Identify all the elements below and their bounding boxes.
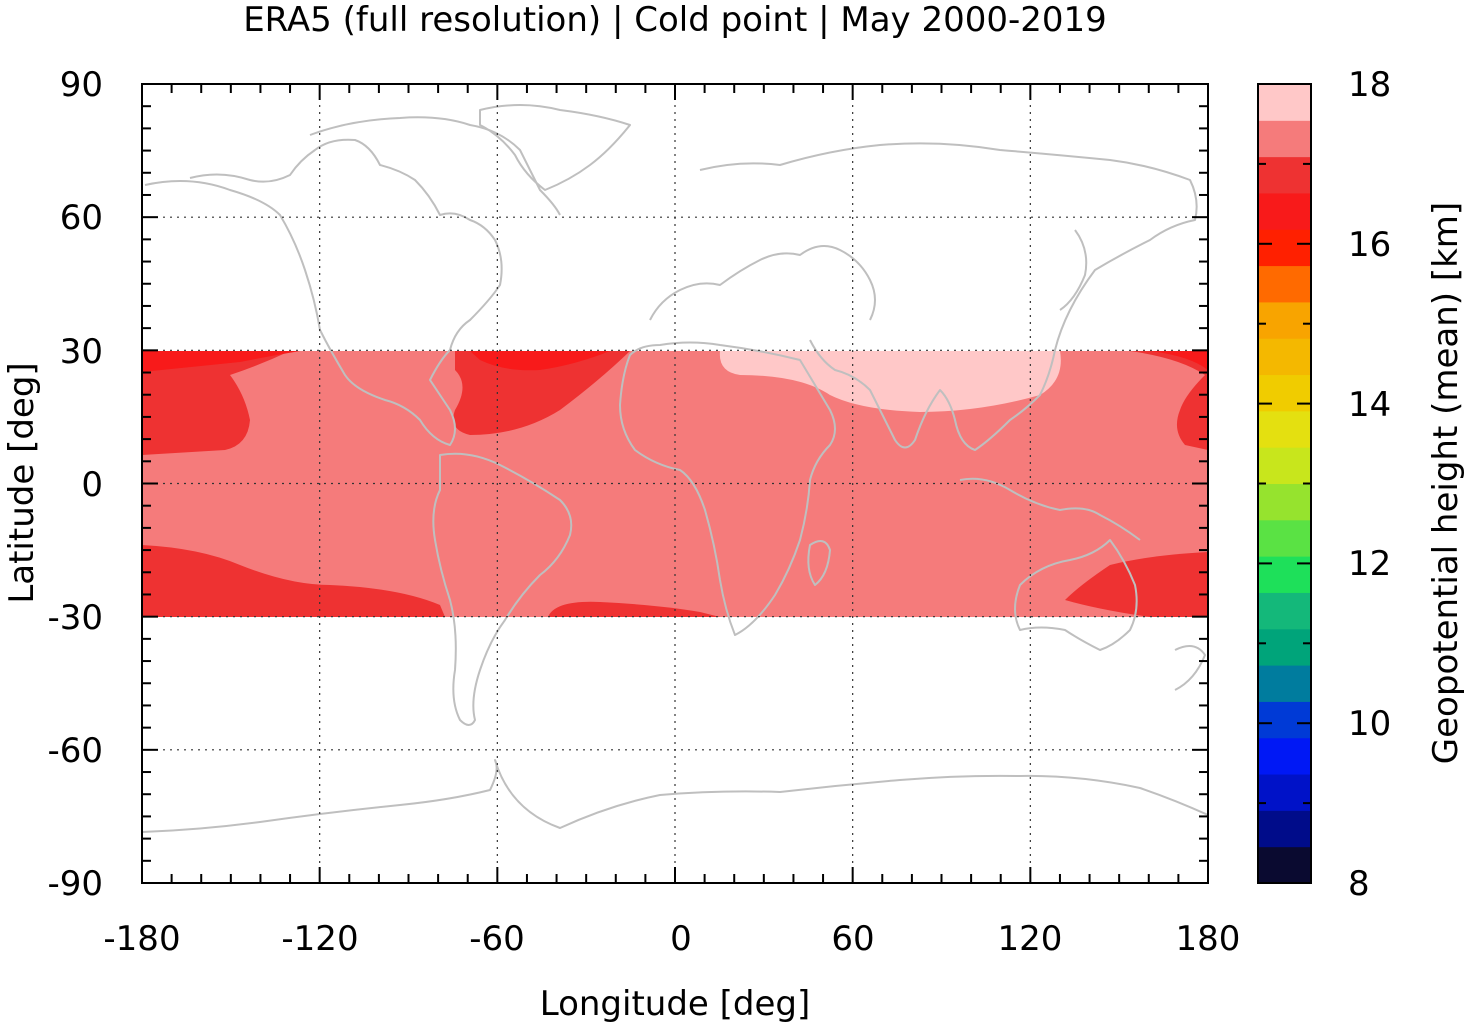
x-tick-label: -120 (281, 919, 358, 959)
axis-ticks (141, 83, 1209, 884)
x-tick-labels: -180 -120 -60 0 60 120 180 (103, 919, 1240, 959)
coast-indonesia (959, 477, 1141, 541)
y-tick-label: 60 (60, 198, 103, 238)
colorbar (1258, 84, 1311, 884)
colorbar-segment (1258, 374, 1311, 412)
region-level-16-25-atlantic (470, 351, 610, 371)
y-tick-label: 0 (81, 465, 103, 505)
y-tick-labels: 90 60 30 0 -30 -60 -90 (47, 65, 103, 904)
coast-new-zealand (1174, 645, 1206, 691)
coast-japan-korea (1059, 229, 1088, 311)
region-level-16-25-pacific-west (142, 351, 300, 372)
region-level-16-75-south-indian (1065, 552, 1208, 617)
colorbar-segment (1258, 338, 1311, 376)
region-level-16-75-pacific-west (142, 351, 290, 455)
colorbar-segment (1258, 192, 1311, 230)
colorbar-segment (1258, 665, 1311, 702)
colorbar-segment (1258, 810, 1311, 848)
colorbar-segment (1258, 628, 1311, 666)
x-tick-label: 120 (998, 919, 1063, 959)
colorbar-segment (1258, 737, 1311, 775)
y-tick-label: 30 (60, 332, 103, 372)
coast-madagascar (807, 540, 831, 586)
coast-australia (1014, 539, 1138, 651)
region-level-17-75-asian-monsoon (719, 351, 1061, 412)
y-tick-label: -90 (47, 864, 103, 904)
colorbar-segment (1258, 120, 1311, 158)
colorbar-segment (1258, 410, 1311, 448)
colorbar-segment (1258, 774, 1311, 811)
colorbar-tick-label: 14 (1348, 385, 1391, 425)
colorbar-tick-label: 10 (1348, 704, 1391, 744)
x-axis-title: Longitude [deg] (540, 984, 811, 1024)
region-level-16-75-south-atlantic (548, 601, 720, 617)
colorbar-segment (1258, 229, 1311, 267)
colorbar-segment (1258, 556, 1311, 593)
colorbar-segment (1258, 519, 1311, 557)
x-tick-label: 0 (670, 919, 692, 959)
colorbar-segment (1258, 156, 1311, 194)
coast-south-america (432, 452, 573, 726)
x-tick-label: -180 (103, 919, 180, 959)
colorbar-tick-label: 18 (1348, 65, 1391, 105)
colorbar-tick-label: 8 (1348, 864, 1370, 904)
colorbar-ticks (1258, 83, 1311, 884)
colorbar-segment (1258, 84, 1311, 121)
colorbar-tick-labels: 18 16 14 12 10 8 (1348, 65, 1391, 904)
region-level-16-75-south-pacific (142, 545, 445, 617)
region-level-16-75-pacific-east (1130, 351, 1208, 450)
coast-asia (699, 142, 1198, 451)
colorbar-tick-label: 12 (1348, 544, 1391, 584)
colorbar-segment (1258, 592, 1311, 630)
x-tick-label: -60 (469, 919, 525, 959)
colorbar-segment (1258, 483, 1311, 521)
coast-north-america (144, 138, 503, 446)
x-tick-label: 180 (1176, 919, 1241, 959)
coast-europe (649, 245, 876, 321)
colorbar-segment (1258, 701, 1311, 739)
coast-africa (619, 341, 836, 636)
coastlines (142, 104, 1208, 833)
colorbar-tick-label: 16 (1348, 225, 1391, 265)
colorbar-segment (1258, 846, 1311, 884)
y-tick-label: -60 (47, 731, 103, 771)
grid-lines (142, 84, 1208, 883)
y-tick-label: -30 (47, 598, 103, 638)
x-tick-label: 60 (831, 919, 874, 959)
colorbar-segment (1258, 301, 1311, 339)
coast-antarctica (142, 759, 1208, 833)
colorbar-title: Geopotential height (mean) [km] (1426, 202, 1466, 764)
y-axis-title: Latitude [deg] (2, 362, 42, 603)
region-level-16-25-pacific-east (1150, 351, 1208, 370)
colorbar-segment (1258, 265, 1311, 303)
colorbar-segment (1258, 447, 1311, 484)
y-tick-label: 90 (60, 65, 103, 105)
chart-title: ERA5 (full resolution) | Cold point | Ma… (243, 0, 1107, 40)
coast-greenland (479, 104, 631, 191)
